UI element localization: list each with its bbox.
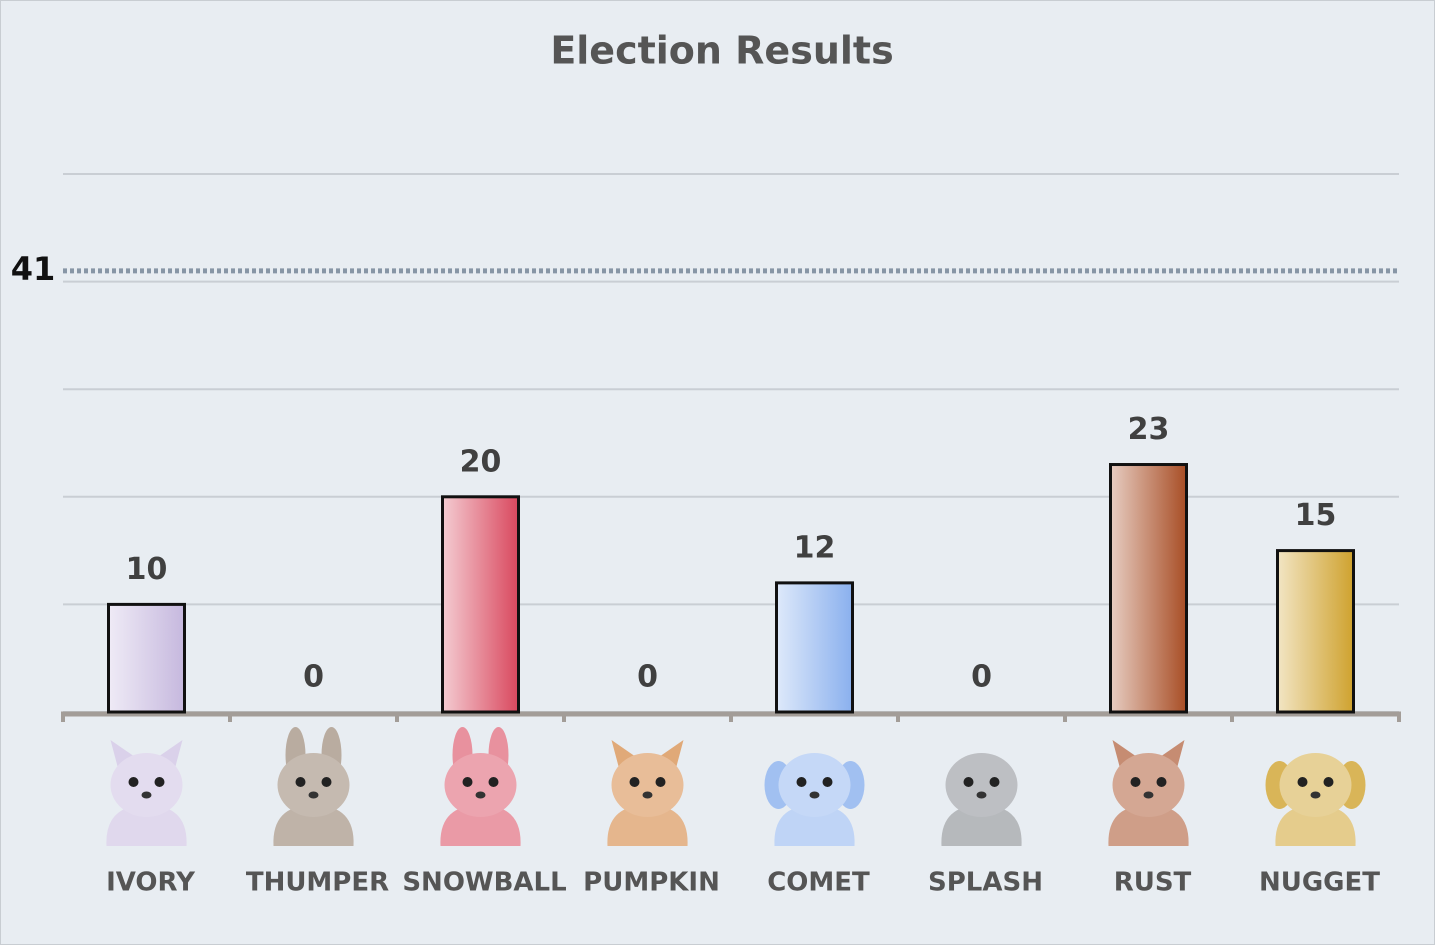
- value-label: 0: [637, 660, 658, 695]
- x-tick-label: COMET: [767, 868, 870, 898]
- value-label: 0: [303, 660, 324, 695]
- pet-icon: [273, 727, 354, 846]
- value-label: 23: [1128, 412, 1170, 447]
- pet-icon: [1265, 753, 1366, 846]
- x-tick-label: IVORY: [106, 868, 196, 898]
- value-label: 20: [460, 444, 502, 479]
- x-tick-label: RUST: [1114, 868, 1192, 898]
- pet-icon: [1108, 740, 1189, 846]
- bar: [107, 602, 186, 714]
- x-tick-label: NUGGET: [1259, 868, 1380, 898]
- bar: [1276, 549, 1355, 714]
- x-tick-label: PUMPKIN: [583, 868, 720, 898]
- value-label: 12: [794, 530, 836, 565]
- bar: [441, 495, 520, 714]
- pet-icon: [440, 727, 521, 846]
- chart-title: Election Results: [550, 29, 893, 73]
- value-label: 0: [971, 660, 992, 695]
- bar: [1109, 463, 1188, 714]
- pet-icon: [764, 753, 865, 846]
- x-tick-label: SPLASH: [928, 868, 1043, 898]
- x-tick-label: THUMPER: [246, 868, 389, 898]
- x-tick-label: SNOWBALL: [402, 868, 566, 898]
- value-label: 15: [1295, 498, 1337, 533]
- value-label: 10: [126, 552, 168, 587]
- pet-icon: [607, 740, 688, 846]
- pet-icon: [106, 740, 187, 846]
- pet-icon: [941, 753, 1022, 846]
- bar: [775, 581, 854, 714]
- reference-label: 41: [11, 250, 56, 288]
